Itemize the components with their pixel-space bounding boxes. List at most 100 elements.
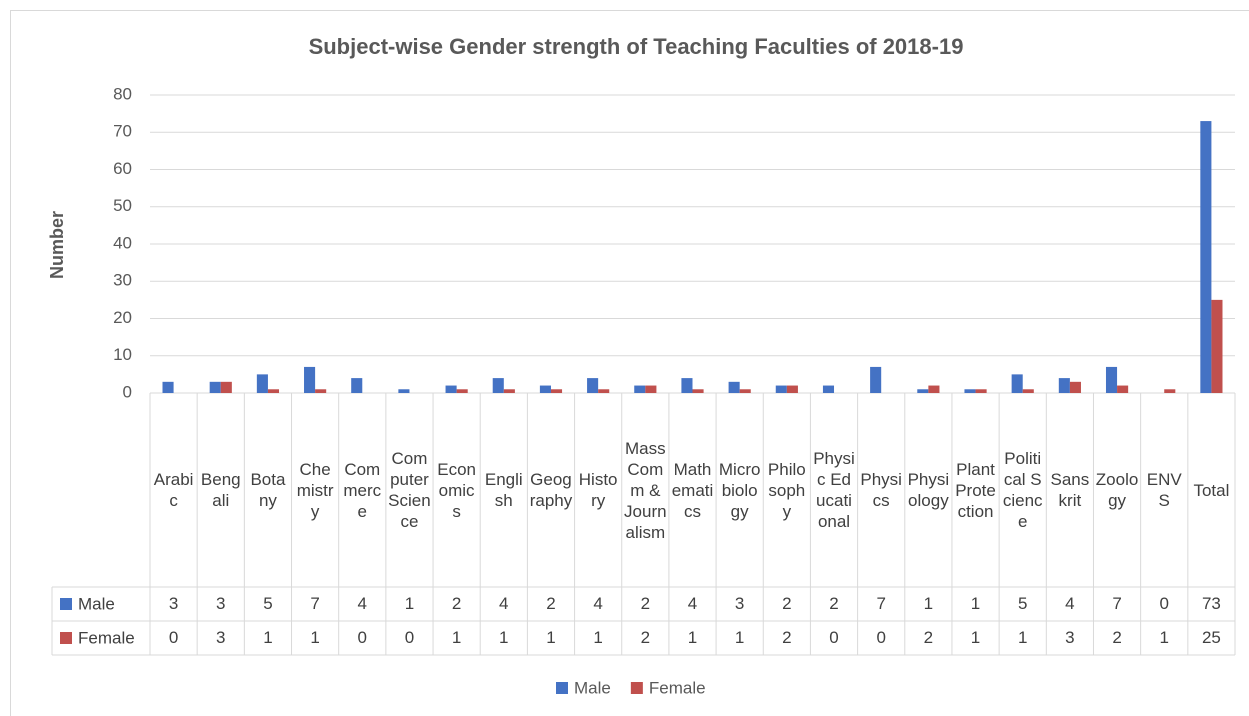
table-value: 2 bbox=[640, 594, 651, 613]
table-value: 4 bbox=[499, 594, 509, 613]
table-value: 2 bbox=[782, 628, 792, 647]
x-tick-label: ENVS bbox=[1146, 470, 1182, 510]
x-tick-label: Arabic bbox=[153, 470, 194, 510]
bar bbox=[492, 378, 504, 393]
bar bbox=[728, 381, 740, 393]
x-tick-label: Plant Protection bbox=[955, 459, 996, 521]
bar bbox=[1211, 299, 1223, 393]
x-tick-label: Geography bbox=[529, 470, 573, 510]
chart-border bbox=[10, 10, 1249, 716]
table-value: 3 bbox=[216, 594, 226, 613]
bar bbox=[645, 385, 657, 393]
table-value: 2 bbox=[923, 628, 934, 647]
bar bbox=[267, 389, 280, 393]
x-tick-label: Total bbox=[1193, 480, 1230, 500]
y-axis-label: Number bbox=[47, 211, 67, 279]
table-value: 3 bbox=[1065, 628, 1075, 647]
bar bbox=[1069, 381, 1081, 393]
table-value: 1 bbox=[546, 628, 556, 647]
table-value: 2 bbox=[451, 594, 462, 613]
table-value: 7 bbox=[1112, 594, 1122, 613]
x-tick-label: English bbox=[484, 470, 523, 510]
bar bbox=[975, 389, 987, 393]
x-tick-label: Economics bbox=[437, 459, 476, 521]
table-value: 1 bbox=[734, 628, 745, 647]
bar bbox=[256, 374, 268, 393]
bar bbox=[587, 378, 599, 393]
table-value: 4 bbox=[687, 594, 698, 613]
table-value: 4 bbox=[1065, 594, 1075, 613]
table-value: 7 bbox=[876, 594, 886, 613]
bar bbox=[928, 385, 940, 393]
table-value: 25 bbox=[1201, 628, 1221, 647]
bar bbox=[304, 366, 316, 393]
y-tick-label: 80 bbox=[113, 84, 132, 103]
y-tick-label: 20 bbox=[113, 308, 132, 327]
bar bbox=[1117, 385, 1129, 393]
table-value: 1 bbox=[1159, 628, 1169, 647]
table-value: 1 bbox=[499, 628, 509, 647]
x-tick-label: Commerce bbox=[343, 459, 382, 521]
bar bbox=[503, 389, 515, 393]
bar bbox=[1200, 121, 1212, 393]
table-value: 5 bbox=[263, 594, 273, 613]
x-tick-label: History bbox=[578, 470, 618, 510]
table-value: 1 bbox=[451, 628, 462, 647]
table-value: 73 bbox=[1201, 594, 1221, 613]
table-value: 1 bbox=[593, 628, 603, 647]
table-value: 1 bbox=[970, 594, 981, 613]
y-tick-label: 40 bbox=[113, 233, 132, 252]
table-value: 0 bbox=[876, 628, 886, 647]
bar bbox=[398, 389, 410, 393]
x-tick-label: Philosophy bbox=[767, 459, 806, 521]
table-value: 1 bbox=[404, 594, 415, 613]
y-tick-label: 50 bbox=[113, 196, 132, 215]
x-tick-label: Zoology bbox=[1095, 470, 1139, 510]
table-value: 3 bbox=[734, 594, 745, 613]
table-value: 2 bbox=[546, 594, 556, 613]
table-value: 0 bbox=[1159, 594, 1169, 613]
x-tick-label: Mass Comm & Journalism bbox=[624, 438, 667, 542]
bar bbox=[539, 385, 551, 393]
table-value: 0 bbox=[357, 628, 367, 647]
y-tick-label: 70 bbox=[113, 122, 132, 141]
bar bbox=[162, 381, 174, 393]
bar bbox=[775, 385, 787, 393]
x-tick-label: Microbiology bbox=[718, 459, 761, 521]
table-value: 1 bbox=[263, 628, 273, 647]
table-value: 3 bbox=[216, 628, 226, 647]
y-tick-label: 60 bbox=[113, 159, 132, 178]
legend-key bbox=[556, 682, 568, 694]
table-value: 2 bbox=[829, 594, 839, 613]
x-tick-label: Computer Science bbox=[388, 449, 431, 531]
table-value: 0 bbox=[168, 628, 179, 647]
table-value: 2 bbox=[1112, 628, 1122, 647]
table-value: 1 bbox=[310, 628, 320, 647]
table-value: 3 bbox=[168, 594, 179, 613]
x-tick-label: Botany bbox=[250, 470, 286, 510]
bar bbox=[456, 389, 468, 393]
table-value: 1 bbox=[687, 628, 698, 647]
legend-label: Female bbox=[649, 678, 706, 697]
x-tick-label: Bengali bbox=[200, 470, 241, 510]
bar bbox=[315, 389, 327, 393]
legend-key bbox=[630, 682, 643, 694]
x-tick-label: Physiology bbox=[907, 470, 950, 510]
x-tick-label: Mathematics bbox=[671, 459, 714, 521]
x-tick-label: Physic Educational bbox=[813, 449, 855, 531]
bar bbox=[1164, 389, 1176, 393]
legend-label: Male bbox=[574, 678, 611, 697]
bar bbox=[220, 381, 232, 393]
table-row-label: Male bbox=[78, 594, 115, 613]
bar bbox=[870, 366, 882, 393]
bar bbox=[964, 389, 976, 393]
bar bbox=[634, 385, 646, 393]
table-value: 2 bbox=[640, 628, 651, 647]
bar bbox=[692, 389, 704, 393]
x-tick-label: Chemistry bbox=[296, 459, 334, 521]
table-value: 2 bbox=[782, 594, 792, 613]
table-value: 4 bbox=[593, 594, 603, 613]
bar bbox=[445, 385, 457, 393]
